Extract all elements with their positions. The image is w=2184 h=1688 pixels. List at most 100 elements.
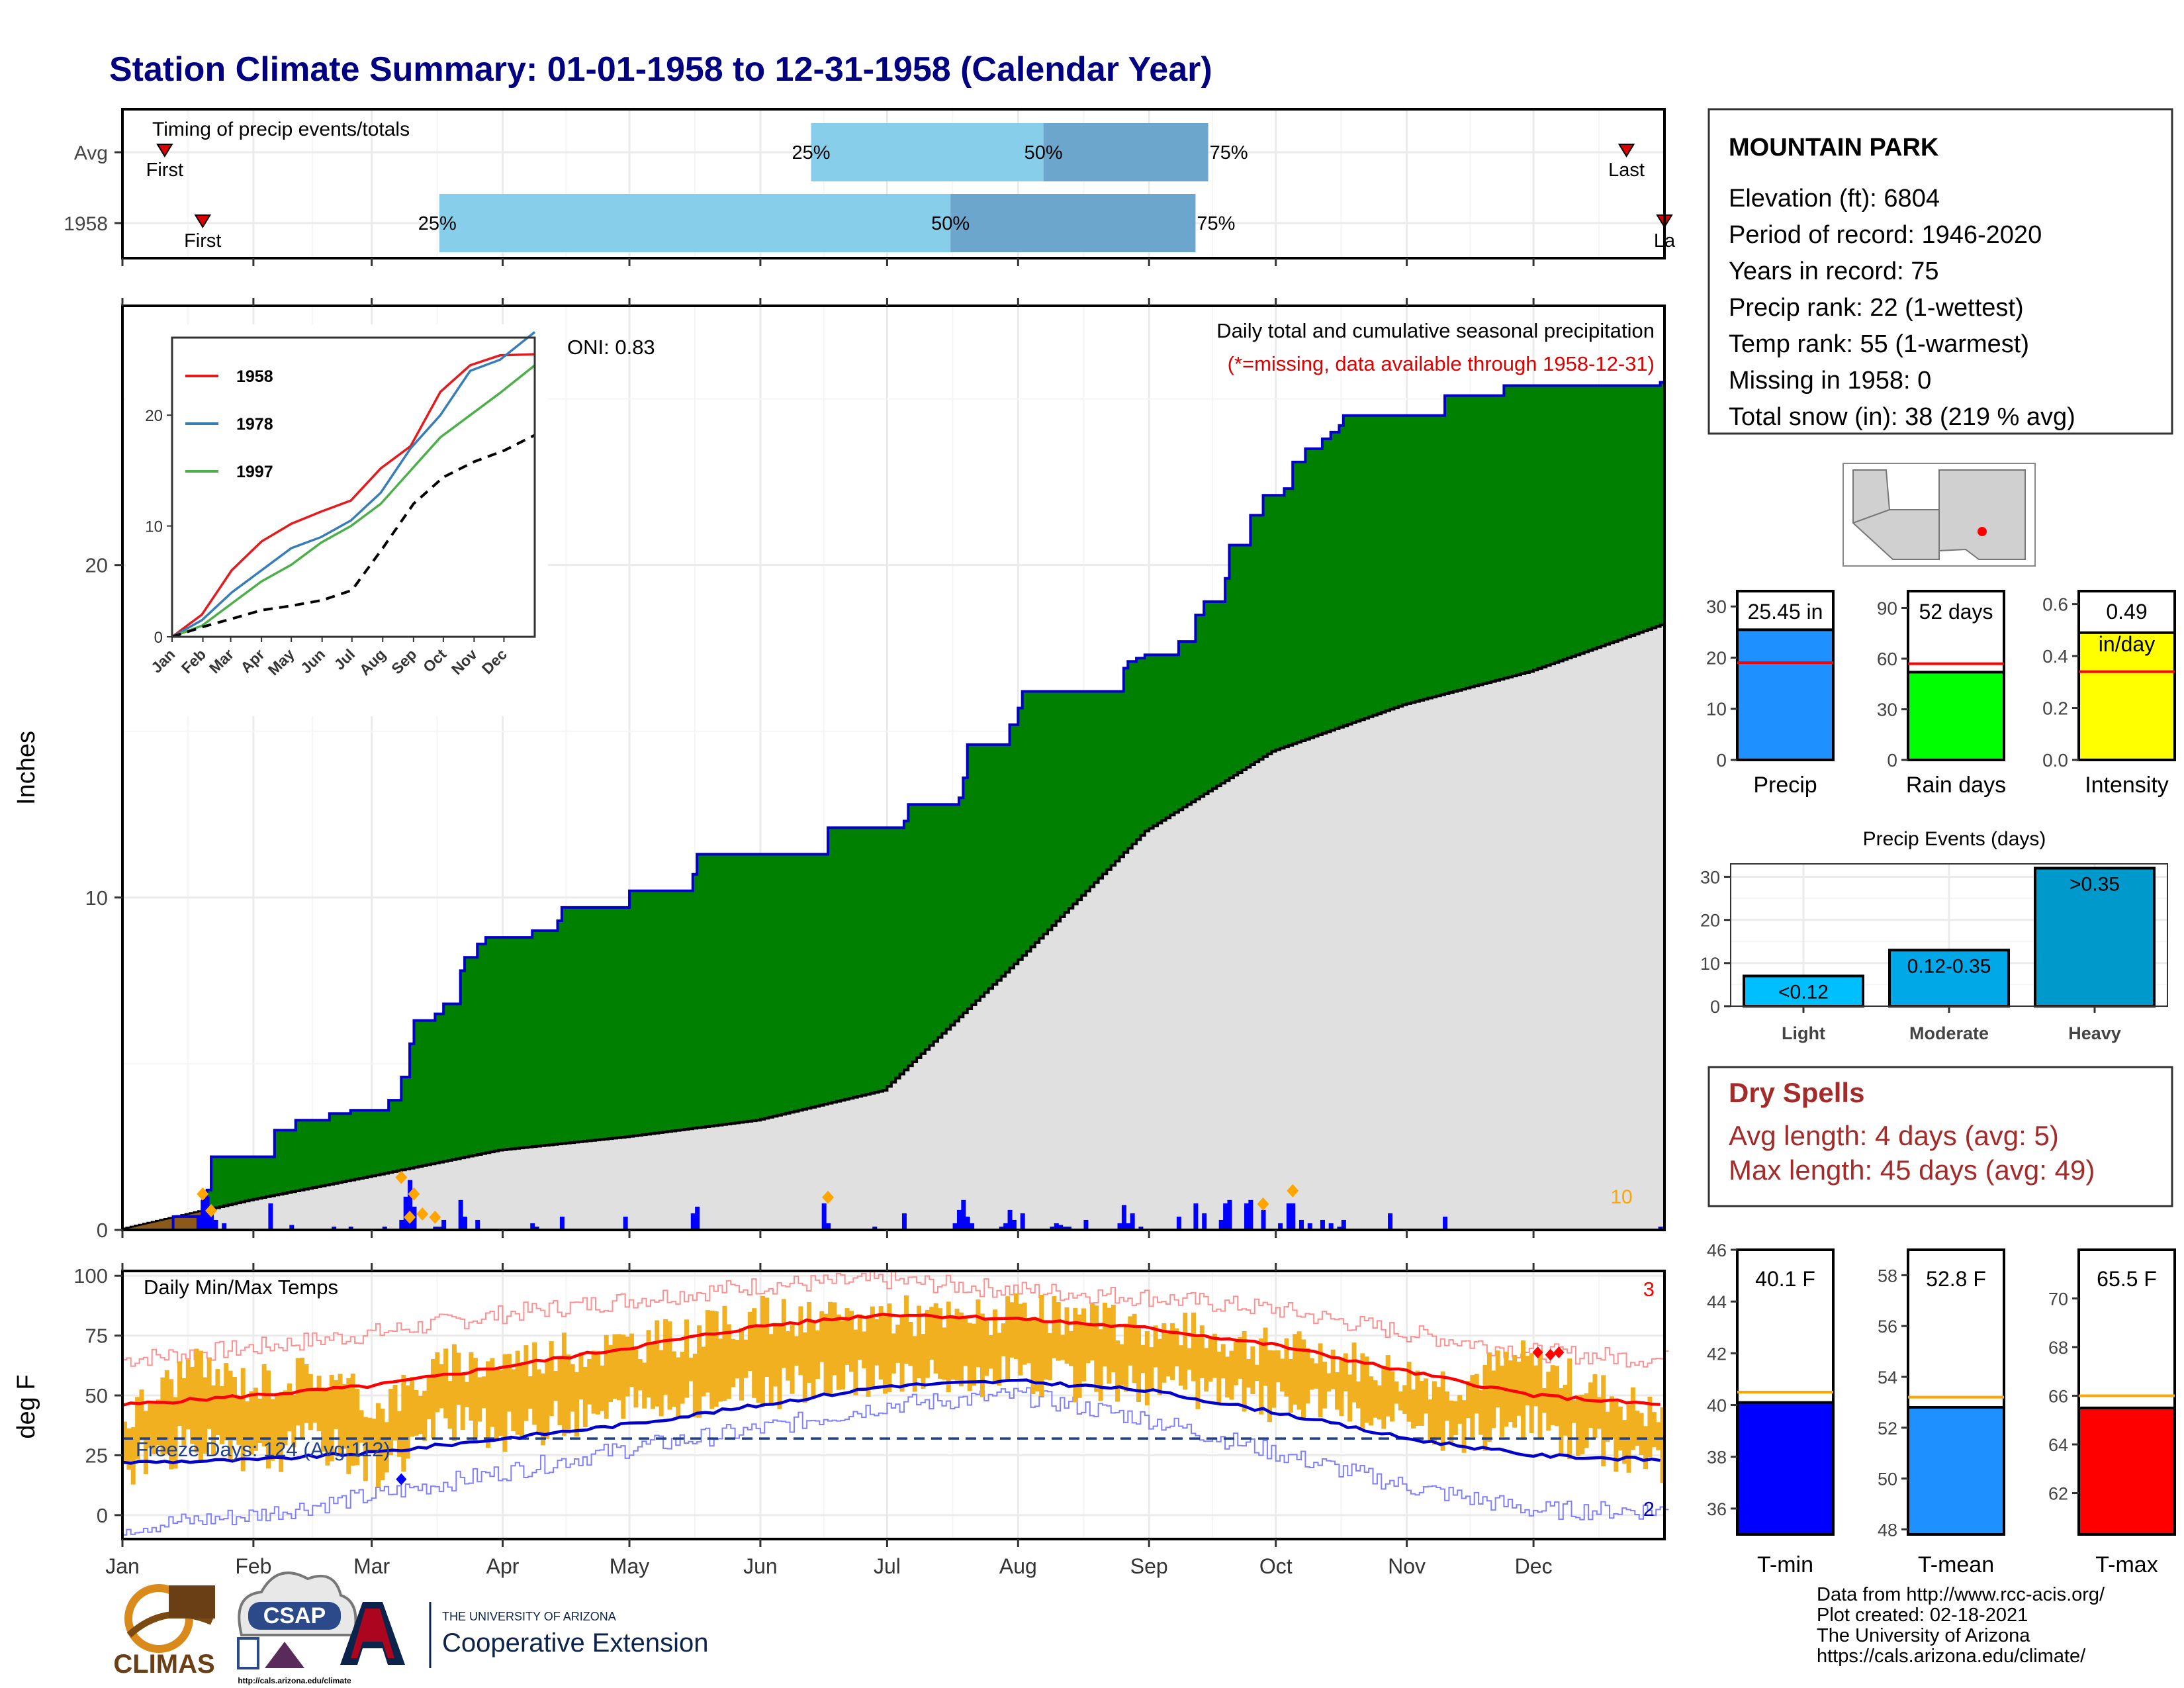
daily-temp-bar — [663, 1319, 668, 1395]
daily-temp-bar — [798, 1306, 803, 1376]
ua-logo: THE UNIVERSITY OF ARIZONA Cooperative Ext… — [340, 1602, 708, 1668]
month-label: Jan — [105, 1554, 140, 1578]
daily-precip-bar — [1058, 1225, 1064, 1230]
daily-temp-bar — [1390, 1371, 1395, 1422]
timing-q75-label: 75% — [1197, 213, 1235, 234]
daily-temp-bar — [1183, 1312, 1188, 1390]
daily-temp-bar — [1305, 1348, 1310, 1404]
daily-temp-bar — [870, 1306, 875, 1389]
daily-temp-bar — [1081, 1308, 1087, 1382]
daily-temp-bar — [1635, 1410, 1640, 1446]
mini-bar-ytick-label: 0 — [1887, 750, 1897, 771]
daily-precip-bar — [690, 1213, 696, 1230]
daily-temp-bar — [1529, 1353, 1534, 1434]
temp-bar-value — [1736, 1401, 1835, 1536]
daily-precip-bar — [1003, 1223, 1009, 1230]
daily-temp-bar — [667, 1321, 672, 1410]
daily-temp-bar — [316, 1376, 322, 1432]
daily-precip-bar — [1121, 1205, 1126, 1230]
daily-temp-bar — [616, 1334, 621, 1401]
daily-temp-bar — [1601, 1375, 1606, 1467]
daily-temp-bar — [261, 1364, 267, 1447]
precip-ytick-label: 20 — [85, 554, 108, 577]
daily-precip-bar — [961, 1199, 966, 1230]
snow-marker — [205, 1203, 218, 1217]
daily-temp-bar — [1001, 1323, 1006, 1356]
daily-temp-bar — [1013, 1293, 1019, 1360]
daily-precip-bar — [1202, 1213, 1207, 1230]
daily-temp-bar — [768, 1334, 774, 1405]
daily-temp-bar — [988, 1335, 993, 1369]
daily-temp-bar — [595, 1350, 600, 1415]
daily-temp-bar — [621, 1335, 626, 1419]
daily-temp-bar — [895, 1325, 901, 1363]
daily-precip-bar — [623, 1216, 628, 1230]
precip-ytick-label: 0 — [97, 1219, 108, 1242]
daily-temp-bar — [1449, 1400, 1454, 1442]
daily-precip-bar — [1193, 1203, 1199, 1230]
daily-temp-bar — [629, 1333, 635, 1387]
daily-temp-bar — [447, 1381, 453, 1429]
daily-temp-bar — [921, 1334, 926, 1389]
event-category-label: Heavy — [2068, 1023, 2121, 1043]
daily-temp-bar — [1322, 1362, 1327, 1409]
page-title: Station Climate Summary: 01-01-1958 to 1… — [109, 50, 1212, 89]
event-category-label: Light — [1782, 1023, 1825, 1043]
month-label: May — [610, 1554, 649, 1578]
daily-temp-bar — [312, 1389, 318, 1423]
inset-background — [126, 324, 548, 716]
timing-row-label: 1958 — [64, 213, 108, 235]
daily-temp-bar — [1060, 1335, 1066, 1360]
daily-temp-bar — [984, 1321, 989, 1376]
temp-bar-ytick-label: 46 — [1707, 1241, 1727, 1260]
temp-bar-ytick-label: 56 — [1878, 1317, 1897, 1336]
daily-temp-bar — [777, 1323, 782, 1409]
daily-precip-bar — [530, 1223, 535, 1230]
daily-temp-bar — [325, 1389, 330, 1466]
deficit-area — [122, 1209, 212, 1230]
daily-temp-bar — [828, 1301, 833, 1394]
mini-bar-ytick-label: 90 — [1877, 598, 1897, 619]
daily-temp-bar — [279, 1391, 284, 1472]
daily-temp-bar — [215, 1369, 220, 1436]
mini-bar-value-label: 0.49 — [2106, 600, 2147, 624]
daily-temp-bar — [460, 1374, 465, 1430]
daily-temp-bar — [637, 1359, 643, 1391]
daily-temp-bar — [819, 1311, 825, 1362]
daily-temp-bar — [1656, 1422, 1661, 1450]
daily-temp-bar — [527, 1376, 533, 1409]
daily-temp-bar — [1369, 1376, 1374, 1426]
daily-precip-bar — [463, 1216, 468, 1230]
footer-credit-line: https://cals.arizona.edu/climate/ — [1817, 1646, 2086, 1667]
daily-temp-bar — [540, 1373, 545, 1446]
daily-precip-bar — [1307, 1223, 1312, 1230]
month-label: Dec — [1515, 1554, 1553, 1578]
daily-temp-bar — [520, 1364, 525, 1440]
record-low-line — [122, 1387, 1669, 1536]
daily-precip-bar — [268, 1203, 273, 1230]
station-detail: Period of record: 1946-2020 — [1729, 221, 2042, 249]
climas-logo: CLIMAS — [113, 1584, 215, 1679]
daily-temp-bar — [253, 1387, 258, 1451]
precip-ylabel: Inches — [13, 731, 40, 805]
daily-temp-bar — [1220, 1344, 1226, 1379]
daily-temp-bar — [1102, 1302, 1107, 1367]
inset-legend-label: 1997 — [236, 463, 273, 481]
daily-temp-bar — [1364, 1356, 1369, 1423]
daily-temp-bar — [1284, 1338, 1289, 1397]
snow-marker — [429, 1210, 441, 1224]
daily-precip-bar — [1066, 1226, 1071, 1230]
daily-temp-bar — [130, 1427, 136, 1485]
daily-temp-bar — [1144, 1331, 1150, 1405]
inset-series-line — [171, 364, 536, 638]
daily-temp-bar — [1288, 1359, 1293, 1413]
mini-bar-ytick-label: 30 — [1706, 596, 1727, 617]
daily-temp-bar — [1406, 1362, 1412, 1422]
daily-precip-bar — [970, 1223, 975, 1230]
daily-temp-bar — [1563, 1384, 1568, 1436]
daily-temp-bar — [1385, 1355, 1390, 1417]
average-precip-line — [121, 624, 1664, 1231]
daily-precip-bar — [1443, 1216, 1448, 1230]
daily-temp-bar — [1347, 1374, 1353, 1422]
daily-temp-bar — [536, 1369, 541, 1435]
